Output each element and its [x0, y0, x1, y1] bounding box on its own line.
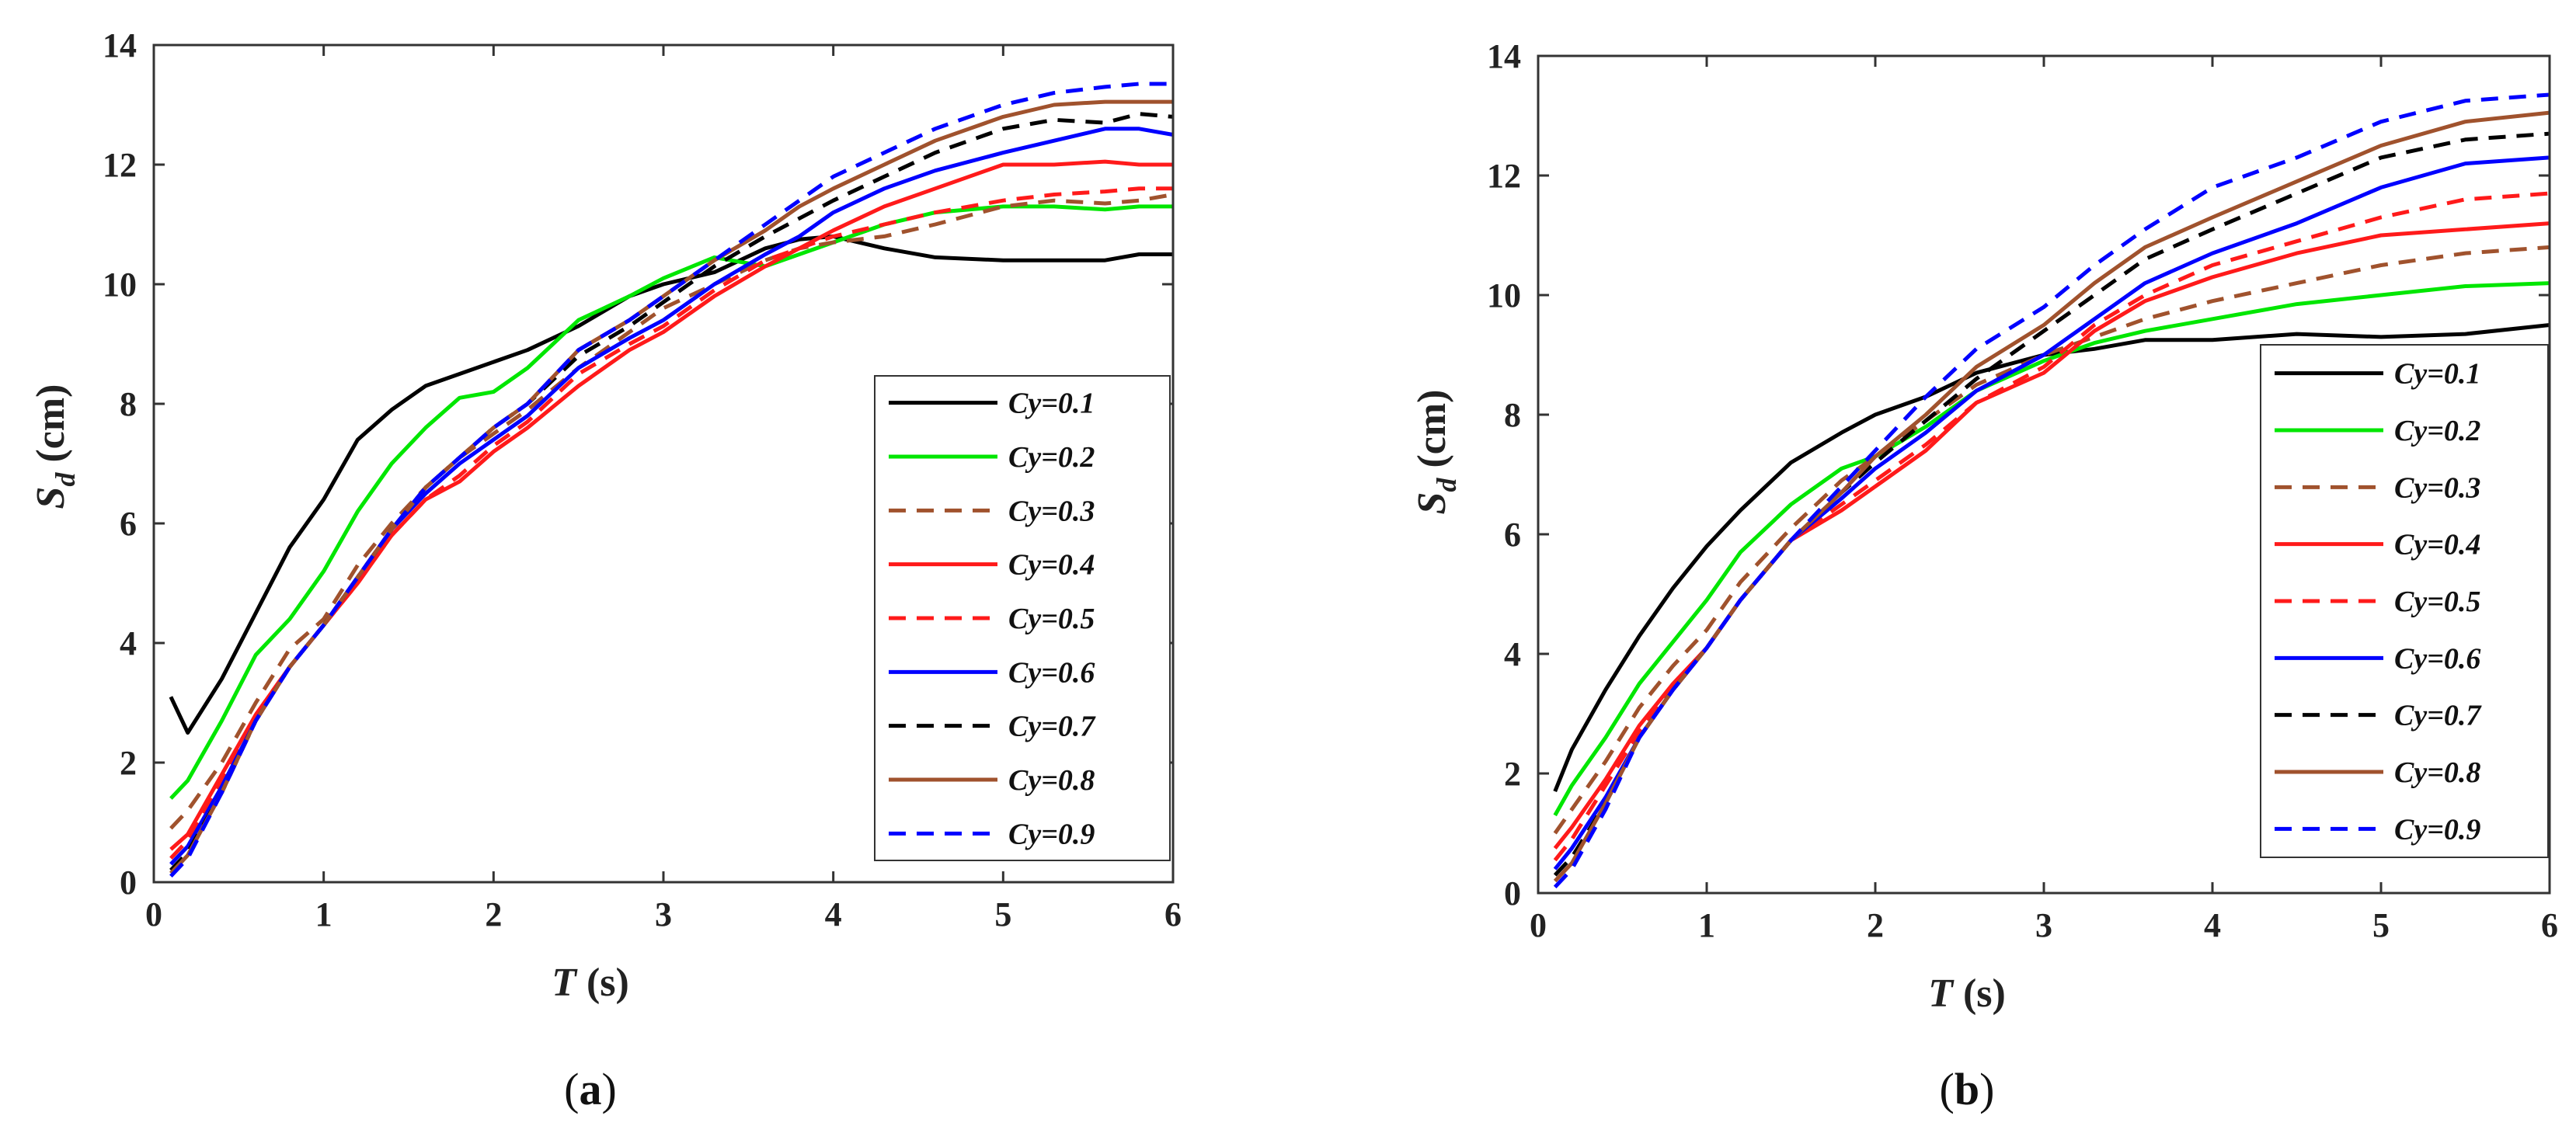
legend-b: Cy=0.1 Cy=0.2 Cy=0.3 Cy=0.4 Cy=0.5 Cy=0.6 Cy=0…: [2260, 344, 2549, 858]
x-axis-unit-a: (s): [576, 961, 629, 1005]
x-axis-label-b: T (s): [1928, 971, 2006, 1016]
plot-frame-b: [1537, 54, 2551, 895]
series-group-a: [169, 82, 1174, 878]
series-line-cy-0-9: [1553, 92, 2550, 889]
caption-open-b: (: [1940, 1064, 1955, 1114]
legend-label-cy-0-6: Cy=0.6: [2394, 642, 2480, 675]
legend-label-cy-0-1: Cy=0.1: [1008, 388, 1095, 420]
x-tick-label: 6: [2541, 906, 2558, 944]
legend-label-cy-0-3: Cy=0.3: [1008, 495, 1095, 527]
x-tick-label: 3: [2035, 906, 2052, 944]
y-tick-label: 12: [1487, 157, 1521, 195]
caption-letter-b: b: [1955, 1064, 1979, 1114]
y-tick-label: 6: [120, 505, 137, 543]
legend-label-cy-0-4: Cy=0.4: [2394, 529, 2480, 561]
series-line-cy-0-1: [1553, 323, 2550, 793]
x-tick-label: 4: [825, 895, 842, 933]
legend-label-cy-0-2: Cy=0.2: [1008, 441, 1095, 474]
y-tick-label: 10: [1487, 276, 1521, 315]
y-tick-label: 0: [120, 864, 137, 902]
x-tick-label: 4: [2204, 906, 2221, 944]
y-tick-label: 0: [1504, 874, 1521, 912]
y-axis-unit-b: (cm): [1410, 390, 1454, 478]
series-line-cy-0-5: [1553, 191, 2550, 862]
x-tick-label: 5: [994, 895, 1011, 933]
plot-frame-a: [152, 43, 1175, 884]
series-group-b: [1553, 92, 2550, 889]
y-axis-sub-a: d: [50, 472, 81, 487]
legend-label-cy-0-7: Cy=0.7: [2394, 700, 2482, 732]
caption-a: (a): [564, 1064, 617, 1114]
y-tick-label: 14: [1487, 37, 1521, 75]
legend-label-cy-0-1: Cy=0.1: [2394, 358, 2480, 391]
x-tick-label: 1: [315, 895, 332, 933]
x-tick-label: 1: [1698, 906, 1715, 944]
legend-label-cy-0-8: Cy=0.8: [1008, 764, 1095, 797]
y-tick-label: 10: [103, 266, 137, 304]
x-tick-label: 0: [1530, 906, 1547, 944]
y-tick-label: 8: [120, 385, 137, 423]
y-tick-label: 2: [1504, 755, 1521, 793]
y-tick-label: 12: [103, 146, 137, 184]
y-tick-label: 6: [1504, 516, 1521, 554]
series-line-cy-0-1: [169, 234, 1173, 735]
y-tick-label: 14: [103, 26, 137, 64]
x-tick-label: 3: [655, 895, 672, 933]
y-axis-label-b: Sd (cm): [1410, 390, 1462, 515]
y-axis-var-b: S: [1410, 492, 1454, 515]
x-axis-unit-b: (s): [1953, 971, 2006, 1016]
y-axis-label-a: Sd (cm): [29, 384, 81, 509]
series-line-cy-0-9: [169, 82, 1173, 878]
y-tick-label: 4: [1504, 635, 1521, 673]
caption-open-a: (: [564, 1064, 579, 1114]
x-axis-var-b: T: [1928, 971, 1955, 1016]
series-line-cy-0-3: [169, 193, 1174, 830]
x-tick-label: 2: [485, 895, 502, 933]
x-axis-label-a: T (s): [552, 961, 629, 1005]
x-tick-label: 2: [1867, 906, 1884, 944]
y-tick-label: 8: [1504, 396, 1521, 434]
y-tick-label: 4: [120, 624, 137, 662]
legend-label-cy-0-3: Cy=0.3: [2394, 471, 2480, 504]
legend-label-cy-0-6: Cy=0.6: [1008, 656, 1095, 689]
x-tick-label: 0: [145, 895, 162, 933]
legend-label-cy-0-5: Cy=0.5: [1008, 603, 1095, 635]
series-line-cy-0-7: [169, 112, 1174, 872]
y-tick-label: 2: [120, 744, 137, 782]
legend-label-cy-0-5: Cy=0.5: [2394, 586, 2480, 618]
legend-label-cy-0-9: Cy=0.9: [2394, 813, 2480, 846]
x-tick-label: 5: [2372, 906, 2390, 944]
series-line-cy-0-2: [1553, 281, 2550, 817]
legend-a: Cy=0.1 Cy=0.2 Cy=0.3 Cy=0.4 Cy=0.5 Cy=0.6 Cy=0…: [874, 375, 1171, 861]
legend-label-cy-0-2: Cy=0.2: [2394, 415, 2480, 447]
caption-letter-a: a: [580, 1064, 602, 1114]
caption-b: (b): [1940, 1064, 1995, 1114]
legend-label-cy-0-4: Cy=0.4: [1008, 549, 1095, 582]
series-line-cy-0-4: [1553, 221, 2550, 850]
y-axis-unit-a: (cm): [29, 384, 73, 473]
legend-label-cy-0-8: Cy=0.8: [2394, 756, 2480, 789]
legend-label-cy-0-7: Cy=0.7: [1008, 711, 1096, 743]
y-axis-var-a: S: [29, 487, 73, 509]
caption-close-b: ): [1979, 1064, 1994, 1114]
x-tick-label: 6: [1164, 895, 1182, 933]
caption-close-a: ): [602, 1064, 617, 1114]
x-axis-var-a: T: [552, 961, 578, 1005]
legend-label-cy-0-9: Cy=0.9: [1008, 818, 1095, 850]
y-axis-sub-b: d: [1431, 478, 1462, 492]
